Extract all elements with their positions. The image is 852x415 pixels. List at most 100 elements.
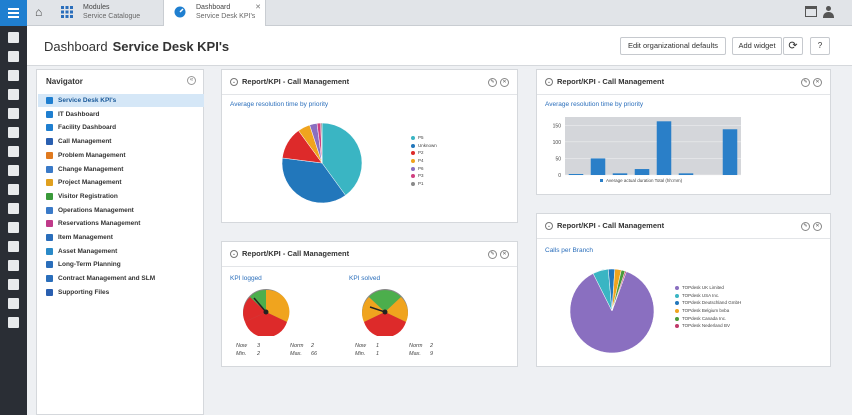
tab-line1: Dashboard — [196, 4, 231, 11]
legend-entry: TOPdesk UK Limited — [675, 284, 741, 292]
rail-icon-14[interactable] — [8, 298, 19, 309]
bar-7 — [722, 129, 738, 175]
tab-dashboard[interactable]: Dashboard Service Desk KPI's ✕ — [163, 0, 266, 26]
rail-icon-4[interactable] — [8, 108, 19, 119]
nav-item-1[interactable]: IT Dashboard — [38, 108, 204, 121]
nav-item-label: Project Management — [58, 179, 122, 187]
collapse-icon[interactable]: ⌄ — [230, 78, 238, 86]
nav-item-icon — [46, 165, 53, 173]
close-icon[interactable]: ✕ — [255, 4, 261, 11]
rail-icon-5[interactable] — [8, 127, 19, 138]
tab-modules[interactable]: Modules Service Catalogue ✕ — [51, 0, 181, 26]
legend-dot — [675, 324, 679, 329]
rail-icon-6[interactable] — [8, 146, 19, 157]
nav-item-3[interactable]: Call Management — [38, 135, 204, 148]
nav-item-2[interactable]: Facility Dashboard — [38, 121, 204, 134]
y-tick-label: 0 — [558, 173, 561, 179]
nav-item-9[interactable]: Reservations Management — [38, 217, 204, 230]
collapse-icon[interactable]: ⌄ — [545, 222, 553, 230]
legend-label: TOPdesk Nederland BV — [682, 323, 730, 329]
menu-icon[interactable] — [0, 0, 27, 26]
collapse-icon[interactable]: ⌄ — [545, 78, 553, 86]
refresh-icon[interactable]: ⟳ — [783, 37, 803, 55]
legend-label: P2 — [418, 150, 424, 156]
search-icon[interactable] — [8, 32, 19, 43]
page-title: Dashboard Service Desk KPI's — [44, 39, 229, 54]
navigator-panel: Navigator « Service Desk KPI's IT Dashboa… — [36, 69, 204, 415]
close-icon[interactable]: ✕ — [813, 78, 822, 87]
rail-icon-7[interactable] — [8, 165, 19, 176]
close-icon[interactable]: ✕ — [500, 250, 509, 259]
rail-icon-9[interactable] — [8, 203, 19, 214]
legend-label: TOPdesk Belgium bvba — [682, 308, 730, 314]
nav-item-label: Reservations Management — [58, 220, 141, 228]
legend-entry: P5 — [411, 134, 437, 142]
nav-item-14[interactable]: Supporting Files — [38, 286, 204, 299]
breadcrumb: Dashboard — [44, 39, 108, 54]
legend-label: P5 — [418, 135, 424, 140]
rail-icon-13[interactable] — [8, 279, 19, 290]
rail-icon-10[interactable] — [8, 222, 19, 233]
bar-4 — [656, 121, 672, 175]
gauge-solved — [362, 289, 408, 336]
nav-item-4[interactable]: Problem Management — [38, 149, 204, 162]
nav-item-7[interactable]: Visitor Registration — [38, 190, 204, 203]
navigator-title: Navigator — [46, 77, 83, 86]
rail-icon-3[interactable] — [8, 89, 19, 100]
nav-item-label: Call Management — [58, 138, 112, 146]
rail-icon-12[interactable] — [8, 260, 19, 271]
dashboard-title: Service Desk KPI's — [112, 39, 230, 54]
nav-item-label: Supporting Files — [58, 288, 110, 296]
collapse-icon[interactable]: « — [187, 76, 196, 85]
y-tick-label: 150 — [553, 123, 562, 129]
nav-item-icon — [46, 97, 53, 104]
nav-item-label: Problem Management — [58, 151, 126, 159]
edit-icon[interactable]: ✎ — [488, 78, 497, 87]
calendar-icon[interactable] — [805, 6, 817, 17]
nav-item-icon — [46, 192, 53, 200]
nav-item-13[interactable]: Contract Management and SLM — [38, 272, 204, 285]
nav-item-12[interactable]: Long-Term Planning — [38, 258, 204, 271]
pie-slice-5 — [611, 270, 627, 312]
pie-chart-priority — [281, 122, 363, 204]
rail-icon-8[interactable] — [8, 184, 19, 195]
rail-icon-11[interactable] — [8, 241, 19, 252]
nav-item-6[interactable]: Project Management — [38, 176, 204, 189]
chart-legend: TOPdesk UK Limited TOPdesk USA Inc. TOPdes… — [675, 284, 741, 330]
legend-entry: TOPdesk Canada Inc. — [675, 315, 741, 323]
collapse-icon[interactable]: ⌄ — [230, 250, 238, 258]
close-icon[interactable]: ✕ — [813, 222, 822, 231]
bar-3 — [634, 169, 650, 175]
nav-item-icon — [46, 206, 53, 214]
bar-2 — [612, 173, 628, 175]
help-icon[interactable]: ? — [810, 37, 830, 55]
legend-dot — [411, 158, 415, 163]
edit-icon[interactable]: ✎ — [801, 222, 810, 231]
add-widget-button[interactable]: Add widget — [732, 37, 782, 55]
nav-item-icon — [46, 179, 53, 187]
rail-icon-1[interactable] — [8, 51, 19, 62]
rail-icon-2[interactable] — [8, 70, 19, 81]
close-icon[interactable]: ✕ — [500, 78, 509, 87]
edit-icon[interactable]: ✎ — [488, 250, 497, 259]
bar-chart-priority: 0 50 100 150 Average actual duration Total (… — [553, 117, 741, 183]
legend-dot — [411, 151, 415, 156]
chart-subtitle: Average resolution time by priority — [545, 101, 644, 108]
nav-item-5[interactable]: Change Management — [38, 163, 204, 176]
nav-item-8[interactable]: Operations Management — [38, 204, 204, 217]
legend-label: P4 — [418, 158, 424, 164]
user-icon[interactable] — [823, 6, 834, 18]
edit-defaults-button[interactable]: Edit organizational defaults — [620, 37, 726, 55]
edit-icon[interactable]: ✎ — [801, 78, 810, 87]
tab-line2: Service Desk KPI's — [196, 13, 256, 20]
nav-item-0[interactable]: Service Desk KPI's — [38, 94, 204, 107]
nav-item-10[interactable]: Item Management — [38, 231, 204, 244]
legend-label: TOPdesk Canada Inc. — [682, 315, 727, 321]
rail-icon-15[interactable] — [8, 317, 19, 328]
top-bar: ⌂ Modules Service Catalogue ✕ Dashboard … — [27, 0, 852, 26]
bar-5 — [678, 173, 694, 175]
nav-item-label: Contract Management and SLM — [58, 275, 156, 283]
nav-item-label: Operations Management — [58, 206, 134, 214]
nav-item-11[interactable]: Asset Management — [38, 245, 204, 258]
home-icon[interactable]: ⌂ — [35, 5, 43, 19]
